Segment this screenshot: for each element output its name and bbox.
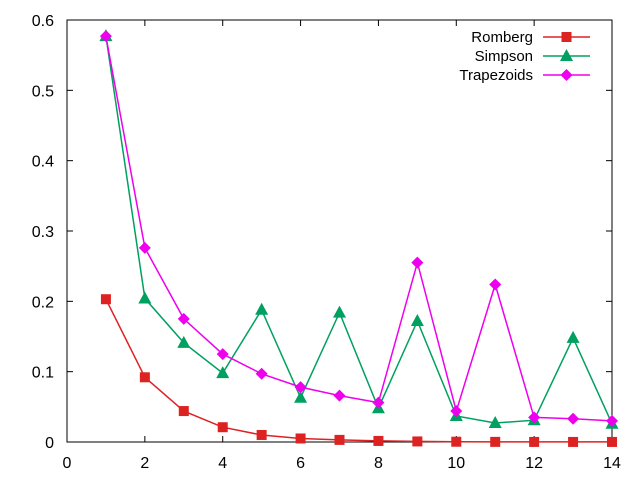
data-point-simpson	[216, 366, 230, 379]
data-point-simpson	[410, 314, 424, 327]
y-tick-label: 0.6	[32, 13, 54, 30]
data-point-simpson	[488, 416, 502, 429]
x-tick-label: 10	[447, 455, 465, 472]
y-tick-label: 0.5	[32, 83, 54, 100]
data-point-simpson	[333, 305, 346, 318]
data-point-romberg	[412, 436, 423, 447]
data-point-trapezoids	[138, 241, 151, 254]
x-tick-label: 4	[218, 455, 227, 472]
series-line-trapezoids	[105, 36, 613, 422]
data-point-romberg	[373, 435, 384, 446]
data-point-simpson	[138, 291, 152, 304]
data-point-romberg	[529, 436, 540, 447]
data-point-trapezoids	[333, 389, 346, 402]
y-tick-label: 0	[45, 435, 54, 452]
data-point-romberg	[217, 422, 228, 433]
data-point-trapezoids	[606, 414, 618, 427]
x-tick-label: 2	[140, 455, 149, 472]
data-point-romberg	[295, 433, 306, 444]
data-point-trapezoids	[489, 278, 502, 291]
series-trapezoids	[99, 30, 618, 427]
legend-entry-romberg: Romberg	[471, 29, 590, 46]
x-tick-label: 0	[63, 455, 72, 472]
data-point-trapezoids	[411, 256, 424, 269]
data-point-trapezoids	[567, 412, 580, 425]
data-point-trapezoids	[177, 312, 190, 325]
data-point-romberg	[139, 372, 150, 383]
series-line-romberg	[105, 298, 612, 443]
y-tick-label: 0.1	[32, 365, 54, 382]
legend-label: Trapezoids	[459, 67, 533, 84]
data-point-trapezoids	[255, 367, 268, 380]
series-simpson	[99, 29, 619, 429]
data-point-simpson	[566, 330, 580, 343]
x-tick-label: 14	[603, 455, 621, 472]
data-point-romberg	[256, 429, 267, 440]
legend-marker	[560, 69, 573, 81]
legend-marker	[561, 32, 572, 42]
data-point-trapezoids	[528, 411, 541, 424]
series-romberg	[100, 294, 617, 447]
legend-entry-simpson: Simpson	[475, 48, 590, 65]
data-point-romberg	[334, 434, 345, 445]
data-point-simpson	[255, 302, 269, 315]
data-point-trapezoids	[294, 381, 307, 394]
legend: Romberg Simpson Trapezoids	[459, 29, 590, 84]
series-layer	[99, 29, 619, 447]
legend-entry-trapezoids: Trapezoids	[459, 67, 590, 84]
x-tick-label: 12	[525, 455, 543, 472]
y-tick-label: 0.2	[32, 294, 54, 311]
data-point-romberg	[568, 436, 579, 447]
legend-label: Romberg	[471, 29, 533, 46]
legend-label: Simpson	[475, 48, 533, 65]
data-point-romberg	[490, 436, 501, 447]
data-point-trapezoids	[99, 30, 112, 43]
y-tick-label: 0.4	[32, 154, 54, 171]
data-point-romberg	[607, 436, 617, 447]
data-point-romberg	[100, 294, 111, 305]
data-point-trapezoids	[216, 348, 229, 361]
legend-marker	[560, 49, 573, 61]
ticks: 0 2 4 6 8 10 12 14 0 0.1 0.2 0.3 0.4 0.5 0.6	[32, 13, 621, 472]
data-point-trapezoids	[450, 405, 463, 418]
x-tick-label: 6	[296, 455, 305, 472]
x-tick-label: 8	[374, 455, 383, 472]
data-point-romberg	[178, 406, 189, 417]
y-tick-label: 0.3	[32, 224, 54, 241]
data-point-simpson	[177, 335, 191, 348]
series-line-simpson	[105, 36, 613, 425]
data-point-trapezoids	[372, 396, 385, 409]
data-point-simpson	[294, 390, 308, 403]
data-point-romberg	[451, 436, 462, 447]
